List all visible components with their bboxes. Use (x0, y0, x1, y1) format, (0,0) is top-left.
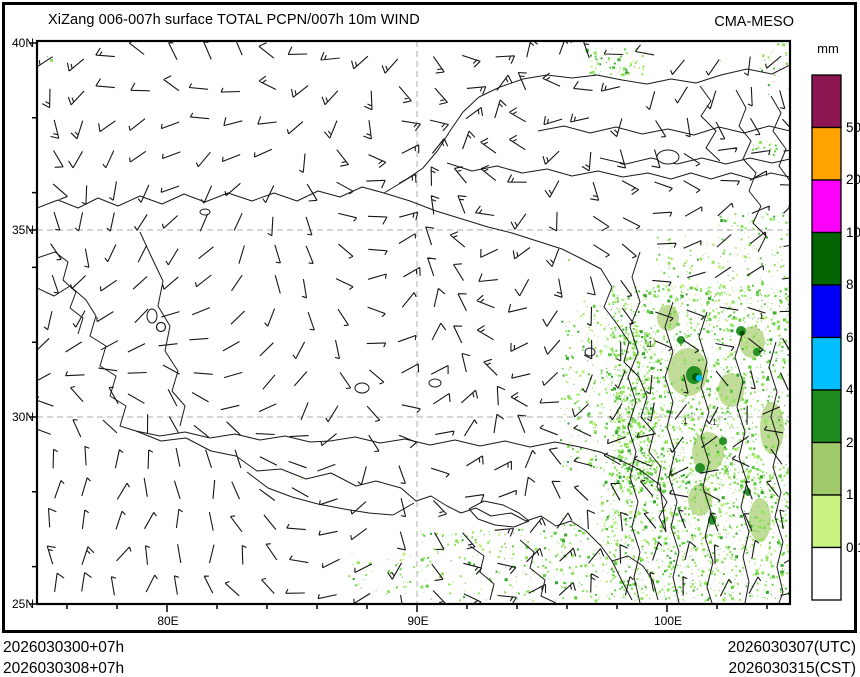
colorbar-segment (811, 179, 842, 234)
colorbar-tick-label: 1 (846, 487, 854, 502)
colorbar-tick-label: 8 (846, 277, 854, 292)
colorbar-tick-label: 0.1 (846, 539, 860, 555)
y-axis-label-30n: 30N (11, 410, 34, 424)
precip-contour-label: .1 (710, 418, 717, 427)
precip-contour-label: .1 (646, 340, 653, 349)
model-name: CMA-MESO (714, 14, 794, 30)
precip-contour-label: .1 (681, 417, 688, 426)
colorbar-segment (811, 284, 842, 339)
colorbar-segment (811, 546, 842, 601)
colorbar-unit-label: mm (817, 41, 839, 56)
y-axis-label-40n: 40N (11, 36, 34, 50)
colorbar-tick-label: 4 (846, 382, 854, 397)
page-title: XiZang 006-007h surface TOTAL PCPN/007h … (48, 12, 420, 28)
colorbar-segment (811, 389, 842, 444)
latlon-gridlines (37, 41, 790, 604)
colorbar-segment (811, 441, 842, 496)
footer-valid-utc: 2026030307(UTC) (727, 639, 856, 656)
colorbar (811, 74, 842, 601)
map-frame (35, 39, 792, 606)
colorbar-tick-label: 6 (846, 329, 854, 345)
wind-barbs-layer (37, 41, 790, 604)
colorbar-segment (811, 494, 842, 549)
x-axis-label-80e: 80E (157, 614, 179, 628)
map-borders (37, 64, 790, 604)
outer-frame (2, 2, 857, 633)
colorbar-segment (811, 74, 842, 129)
colorbar-segment (811, 231, 842, 286)
x-axis-label-100e: 100E (653, 614, 683, 628)
footer-init-time: 2026030300+07h (3, 639, 125, 656)
colorbar-tick-label: 2 (846, 434, 854, 450)
colorbar-tick-label: 10 (846, 224, 860, 240)
footer-valid-cst: 2026030315(CST) (728, 660, 856, 677)
colorbar-tick-label: 50 (846, 119, 860, 135)
axis-ticks (29, 42, 768, 612)
x-axis-label-90e: 90E (407, 614, 429, 628)
colorbar-tick-label: 20 (846, 172, 860, 187)
precip-contour-label: .1 (757, 312, 764, 321)
footer-init-time-2: 2026030308+07h (3, 660, 125, 677)
y-axis-label-25n: 25N (11, 597, 34, 611)
colorbar-segment (811, 336, 842, 391)
colorbar-segment (811, 126, 842, 181)
y-axis-label-35n: 35N (11, 223, 34, 237)
